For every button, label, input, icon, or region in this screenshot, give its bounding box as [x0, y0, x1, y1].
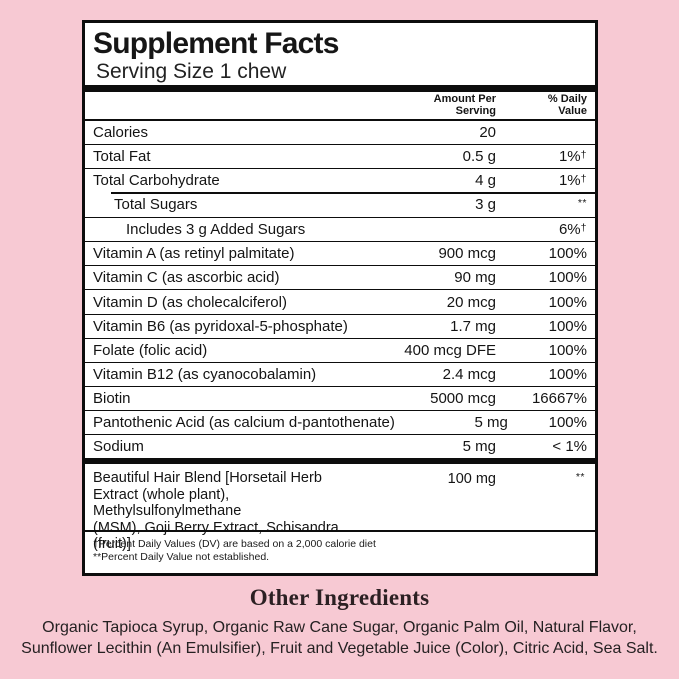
other-ingredients-heading: Other Ingredients [249, 585, 430, 610]
nutrient-amount: 2.4 mcg [442, 365, 496, 383]
nutrient-name: Vitamin C (as ascorbic acid) [93, 269, 280, 287]
nutrient-row-vitamin-d: Vitamin D (as cholecalciferol) 20 mcg 10… [85, 289, 595, 313]
dv-footnote-mark: ** [577, 196, 587, 209]
nutrient-row-added-sugars: Includes 3 g Added Sugars 6%† [85, 217, 595, 241]
nutrient-amount: 4 g [475, 172, 496, 190]
dv-text: 6% [558, 221, 581, 239]
nutrient-daily-value: 100% [496, 366, 595, 383]
nutrient-row-total-sugars: Total Sugars 3 g ** [85, 192, 595, 217]
nutrient-row-vitamin-a: Vitamin A (as retinyl palmitate) 900 mcg… [85, 241, 595, 265]
dv-footnote-mark: ** [575, 470, 585, 483]
nutrient-daily-value: 100% [496, 342, 595, 359]
nutrient-amount: 5 mg [474, 413, 508, 431]
nutrient-amount: 400 mcg DFE [404, 341, 496, 359]
daily-value-header: % Daily Value [547, 93, 587, 117]
footnote-daily-values: †Percent Daily Values (DV) are based on … [93, 538, 376, 551]
dv-footnote-mark: † [580, 172, 587, 185]
nutrient-name: Sodium [93, 438, 144, 456]
dv-text: 100% [548, 365, 587, 383]
other-ingredients-text: Organic Tapioca Syrup, Organic Raw Cane … [21, 619, 658, 657]
nutrient-name: Total Sugars [114, 196, 198, 214]
divider-thick-blend [85, 458, 595, 465]
nutrient-row-calories: Calories 20 [85, 121, 595, 144]
dv-text: 1% [558, 148, 581, 166]
dv-text: 16667% [531, 389, 587, 407]
nutrient-row-sodium: Sodium 5 mg < 1% [85, 434, 595, 458]
dv-footnote-mark: † [580, 148, 587, 161]
footnote-not-established: **Percent Daily Value not established. [93, 550, 270, 563]
nutrient-amount: 0.5 g [462, 148, 496, 166]
nutrient-name: Vitamin A (as retinyl palmitate) [93, 245, 295, 263]
nutrient-daily-value: ** [496, 196, 595, 213]
supplement-facts-panel: Supplement Facts Serving Size 1 chew Amo… [82, 20, 598, 576]
dv-text: 100% [548, 317, 587, 335]
nutrient-name: Vitamin B6 (as pyridoxal-5-phosphate) [93, 317, 348, 335]
dv-text: 100% [548, 293, 587, 311]
dv-text: 100% [548, 269, 587, 287]
nutrient-name: Vitamin B12 (as cyanocobalamin) [93, 365, 317, 383]
nutrient-row-vitamin-b12: Vitamin B12 (as cyanocobalamin) 2.4 mcg … [85, 361, 595, 386]
dv-text: 100% [548, 245, 587, 263]
nutrient-amount: 20 mcg [446, 293, 496, 311]
nutrient-row-total-fat: Total Fat 0.5 g 1%† [85, 144, 595, 168]
dv-footnote-mark: † [580, 221, 587, 234]
nutrient-name: Biotin [93, 389, 131, 407]
nutrient-name: Calories [93, 124, 149, 142]
nutrient-row-biotin: Biotin 5000 mcg 16667% [85, 385, 595, 410]
dv-text: 100% [548, 413, 587, 431]
nutrient-name: Vitamin D (as cholecalciferol) [93, 293, 287, 311]
amount-per-serving-header: Amount Per Serving [433, 93, 496, 117]
dv-text: 1% [558, 172, 581, 190]
dv-text: < 1% [552, 438, 587, 456]
nutrient-row-vitamin-c: Vitamin C (as ascorbic acid) 90 mg 100% [85, 265, 595, 289]
column-headers: Amount Per Serving % Daily Value [85, 92, 595, 121]
serving-size: Serving Size 1 chew [96, 60, 287, 83]
nutrient-name: Total Fat [93, 148, 151, 166]
blend-daily-value: ** [496, 470, 595, 486]
blend-amount: 100 mg [447, 471, 496, 488]
nutrient-amount: 90 mg [454, 269, 496, 287]
nutrient-name: Pantothenic Acid (as calcium d-pantothen… [93, 413, 395, 431]
nutrient-daily-value: 16667% [496, 390, 595, 407]
nutrient-row-pantothenic-acid: Pantothenic Acid (as calcium d-pantothen… [85, 409, 595, 434]
nutrient-row-vitamin-b6: Vitamin B6 (as pyridoxal-5-phosphate) 1.… [85, 313, 595, 338]
nutrient-amount: 20 [479, 124, 496, 142]
nutrient-rows: Calories 20 Total Fat 0.5 g 1%† Total Ca… [85, 121, 595, 458]
nutrient-daily-value: < 1% [496, 438, 595, 455]
nutrient-daily-value: 100% [508, 414, 595, 431]
nutrient-daily-value: 6%† [496, 221, 595, 238]
nutrient-name: Includes 3 g Added Sugars [126, 221, 306, 239]
other-ingredients-section: Other Ingredients Organic Tapioca Syrup,… [0, 585, 679, 659]
nutrient-daily-value: 100% [496, 269, 595, 286]
dv-text: 100% [548, 341, 587, 359]
nutrient-daily-value: 1%† [496, 172, 595, 189]
nutrient-name: Folate (folic acid) [93, 341, 208, 359]
nutrient-amount: 3 g [475, 196, 496, 214]
footnotes: †Percent Daily Values (DV) are based on … [85, 530, 595, 573]
nutrient-daily-value: 100% [496, 245, 595, 262]
proprietary-blend-row: Beautiful Hair Blend [Horsetail Herb Ext… [85, 464, 595, 552]
nutrient-row-folate: Folate (folic acid) 400 mcg DFE 100% [85, 337, 595, 362]
supplement-facts-title: Supplement Facts [93, 27, 339, 60]
panel-header: Supplement Facts Serving Size 1 chew [85, 23, 595, 85]
nutrient-daily-value: 100% [496, 318, 595, 335]
nutrient-daily-value: 100% [496, 294, 595, 311]
nutrient-amount: 5000 mcg [430, 389, 496, 407]
nutrient-amount: 900 mcg [438, 245, 496, 263]
nutrient-amount: 5 mg [462, 438, 496, 456]
nutrient-name: Total Carbohydrate [93, 172, 220, 190]
divider-thick-top [85, 85, 595, 92]
nutrient-row-total-carbohydrate: Total Carbohydrate 4 g 1%† [85, 168, 595, 192]
nutrient-amount: 1.7 mg [450, 317, 496, 335]
nutrient-daily-value: 1%† [496, 148, 595, 165]
